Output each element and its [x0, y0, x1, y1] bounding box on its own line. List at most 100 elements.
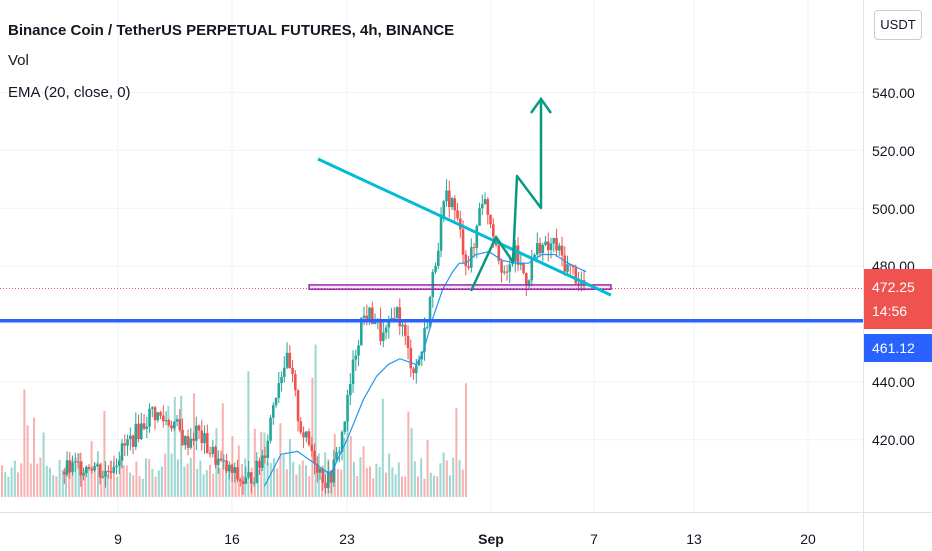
candle-body: [285, 352, 289, 368]
volume-bar: [295, 474, 298, 497]
volume-bar: [97, 451, 99, 497]
candle-body: [272, 405, 275, 418]
volume-bar: [346, 394, 349, 497]
candle-body: [500, 260, 503, 273]
volume-bar: [311, 377, 314, 497]
projection-path: [469, 99, 543, 292]
currency-button[interactable]: USDT: [874, 10, 922, 40]
candle-body: [65, 460, 69, 475]
candle-body: [360, 317, 363, 346]
candle-body: [197, 425, 201, 431]
candle-body: [219, 458, 223, 461]
candle-body: [109, 471, 113, 473]
candle-body: [434, 265, 437, 272]
candle-body: [415, 365, 418, 374]
time-tick-label: 13: [686, 531, 702, 547]
candle-body: [173, 421, 176, 429]
candle-body: [184, 436, 187, 446]
volume-bar: [407, 411, 410, 497]
candle-body: [516, 245, 520, 265]
candle-body: [118, 460, 121, 466]
candle-body: [142, 423, 146, 429]
volume-bar: [353, 461, 355, 497]
volume-bar: [289, 439, 291, 497]
ema-indicator-label[interactable]: EMA (20, close, 0): [8, 84, 131, 101]
volume-bar: [132, 475, 135, 497]
candle-body: [453, 198, 457, 211]
candle-body: [503, 271, 506, 273]
candle-body: [549, 243, 553, 251]
volume-bar: [337, 469, 339, 497]
price-axis[interactable]: USDT 540.00 520.00 500.00 480.00 440.00 …: [863, 0, 932, 512]
candle-body: [277, 383, 281, 398]
candle-body: [456, 210, 459, 219]
volume-bar: [135, 461, 138, 497]
candle-body: [544, 241, 547, 246]
candle-body: [305, 431, 308, 438]
volume-bar: [218, 467, 221, 497]
volume-bar: [10, 467, 13, 497]
volume-bar: [449, 475, 451, 497]
volume-bar: [7, 476, 10, 497]
candle-body: [148, 408, 151, 427]
volume-bar: [161, 466, 163, 497]
volume-bar: [356, 476, 359, 497]
volume-bar: [285, 469, 288, 497]
volume-bar: [209, 464, 211, 497]
volume-bar: [164, 453, 167, 497]
volume-bar: [151, 468, 154, 497]
candle-body: [200, 430, 204, 444]
volume-bar: [74, 457, 77, 497]
candle-body: [412, 368, 415, 374]
candle-body: [233, 467, 237, 473]
volume-bar: [241, 463, 243, 497]
candle-body: [255, 460, 259, 483]
volume-bar: [452, 457, 455, 497]
volume-bar: [365, 467, 368, 497]
candle-body: [145, 426, 149, 429]
volume-bar: [362, 446, 365, 497]
volume-bar: [122, 465, 125, 497]
candle-body: [266, 440, 270, 458]
candle-body: [192, 438, 195, 441]
candle-body: [406, 335, 410, 349]
volume-bar: [375, 463, 378, 497]
volume-bar: [199, 460, 202, 497]
candle-body: [156, 412, 160, 421]
candle-body: [409, 348, 413, 369]
volume-bar: [292, 461, 295, 497]
candle-body: [464, 254, 468, 267]
price-tick-label: 440.00: [872, 374, 915, 390]
last-price-value: 472.25: [872, 279, 915, 295]
candle-body: [90, 468, 94, 471]
candle-body: [68, 460, 72, 473]
candle-body: [395, 307, 399, 319]
candle-body: [181, 429, 184, 446]
candle-body: [101, 476, 105, 478]
volume-bar: [58, 459, 61, 497]
price-chart[interactable]: Binance Coin / TetherUS PERPETUAL FUTURE…: [0, 0, 863, 512]
candle-body: [241, 481, 245, 484]
volume-bar: [202, 474, 205, 497]
candle-body: [261, 455, 264, 468]
volume-bar: [391, 467, 394, 497]
volume-bar: [420, 458, 423, 497]
candle-body: [489, 214, 492, 225]
volume-bar: [84, 469, 87, 497]
candle-body: [115, 465, 118, 468]
volume-bar: [113, 455, 115, 497]
candle-body: [151, 407, 154, 409]
volume-bar: [465, 383, 467, 497]
price-tick-label: 420.00: [872, 432, 915, 448]
time-axis[interactable]: 9 16 23 Sep 7 13 20: [0, 512, 863, 551]
time-tick-label: 23: [339, 531, 355, 547]
volume-indicator-label[interactable]: Vol: [8, 52, 29, 69]
candle-body: [442, 201, 446, 217]
time-tick-label: 20: [800, 531, 816, 547]
volume-bar: [369, 466, 371, 497]
symbol-title[interactable]: Binance Coin / TetherUS PERPETUAL FUTURE…: [8, 22, 455, 39]
volume-bar: [189, 457, 192, 497]
candle-body: [505, 271, 509, 273]
candle-body: [472, 247, 476, 249]
volume-bar: [100, 462, 103, 497]
